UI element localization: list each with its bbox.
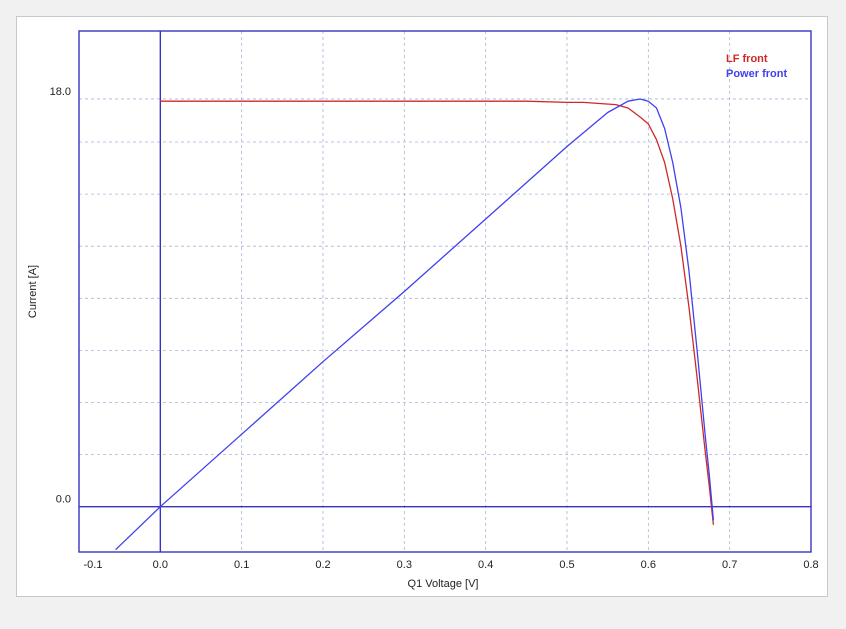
- legend-entry: LF front: [726, 53, 768, 65]
- y-axis-label: Current [A]: [27, 265, 39, 318]
- reference-lines: [79, 31, 811, 552]
- x-tick-label: 0.6: [641, 559, 656, 571]
- series-layer: [115, 98, 715, 551]
- x-tick-label: 0.5: [559, 559, 574, 571]
- x-tick-label: 0.3: [397, 559, 412, 571]
- plot-area: [79, 31, 811, 552]
- x-tick-label: 0.7: [722, 559, 737, 571]
- x-tick-label: -0.1: [84, 559, 103, 571]
- legend-entry: Power front: [726, 68, 787, 80]
- x-tick-label: 0.0: [153, 559, 168, 571]
- x-tick-label: 0.8: [803, 559, 818, 571]
- x-tick-label: 0.1: [234, 559, 249, 571]
- x-tick-labels: -0.1 0.0 0.1 0.2 0.3 0.4 0.5 0.6 0.7 0.8: [84, 559, 819, 571]
- y-tick-label: 18.0: [50, 86, 71, 98]
- x-tick-label: 0.2: [315, 559, 330, 571]
- plot-border: [78, 30, 812, 553]
- legend: LF front Power front: [726, 53, 787, 80]
- x-tick-label: 0.4: [478, 559, 493, 571]
- series-line-lf-front: [160, 100, 715, 525]
- y-tick-labels: 0.0 18.0: [50, 86, 71, 506]
- y-tick-label: 0.0: [56, 494, 71, 506]
- x-axis-label: Q1 Voltage [V]: [408, 578, 479, 590]
- series-line-power-front: [115, 98, 715, 551]
